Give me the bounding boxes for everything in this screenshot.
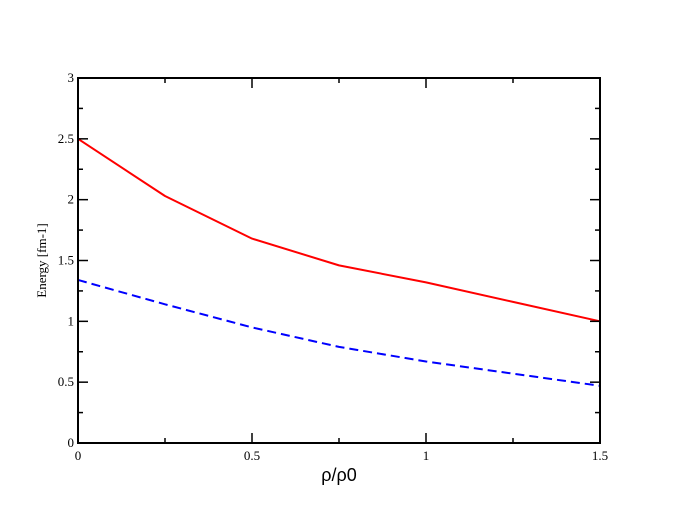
- y-tick-label: 0.5: [58, 374, 74, 389]
- x-tick-label: 1: [423, 448, 430, 463]
- series-layer: [77, 137, 601, 387]
- y-tick-label: 2.5: [58, 131, 74, 146]
- x-tick-label: 0.5: [244, 448, 260, 463]
- x-tick-label: 1.5: [592, 448, 608, 463]
- y-tick-label: 1.5: [58, 253, 74, 268]
- ticks-layer: 0 0.5 1 1.5 0 0.5 1 1.5 2 2.5 3: [58, 70, 608, 463]
- solid-red-series-line: [77, 137, 601, 323]
- y-tick-label: 0: [68, 435, 75, 450]
- y-tick-label: 2: [68, 192, 75, 207]
- x-axis-title: ρ/ρ0: [321, 465, 357, 485]
- y-tick-label: 1: [68, 313, 75, 328]
- x-tick-label: 0: [75, 448, 82, 463]
- plot-frame: [77, 77, 601, 444]
- y-tick-label: 3: [68, 70, 75, 85]
- dashed-blue-series-line: [77, 279, 601, 387]
- y-axis-title: Energy [fm-1]: [34, 223, 49, 297]
